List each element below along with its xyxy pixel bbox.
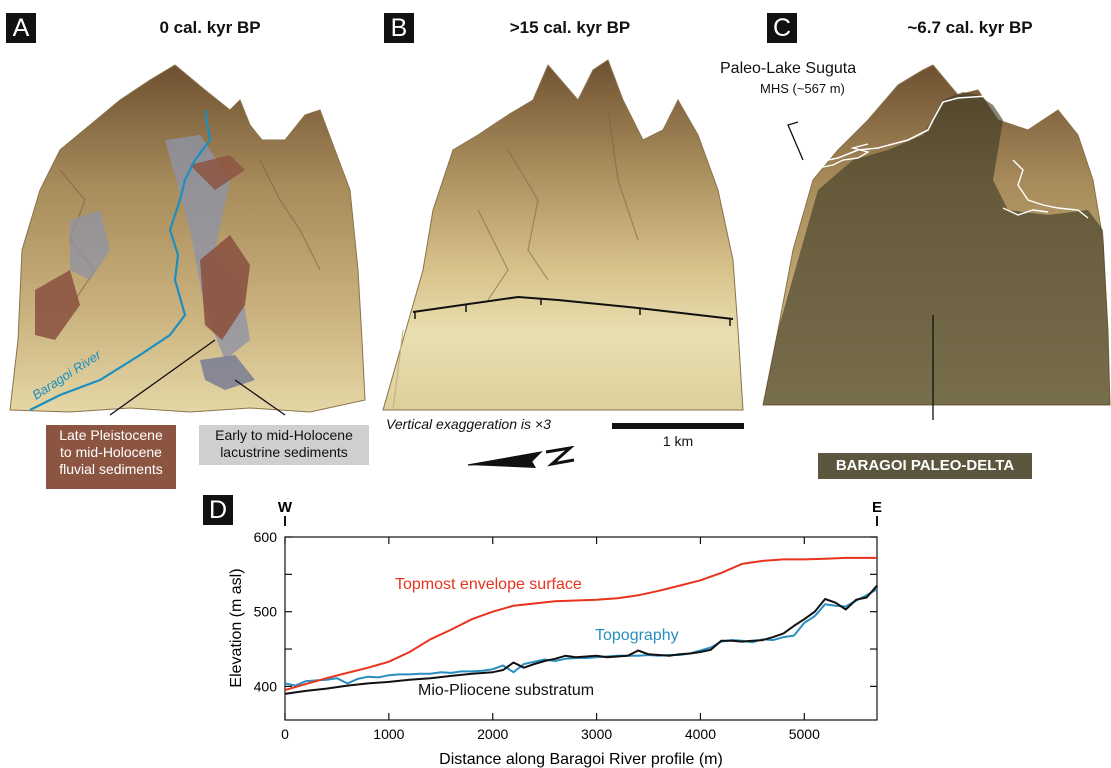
scale-bar	[612, 423, 744, 429]
y-tick-label: 600	[254, 529, 278, 545]
lacustrine-label-line-2: lacustrine sediments	[220, 444, 348, 460]
paleo-lake-overlay	[763, 92, 1110, 405]
fault-line	[412, 295, 734, 320]
baragoi-river-line	[29, 109, 212, 411]
north-arrow-icon	[467, 446, 575, 468]
lacustrine-sediments-legend: Early to mid-Holocene lacustrine sedimen…	[199, 425, 369, 465]
vertical-exaggeration-note: Vertical exaggeration is ×3	[386, 416, 551, 432]
paleo-lake-name: Paleo-Lake Suguta	[720, 60, 857, 78]
fluvial-label-line-1: Late Pleistocene	[59, 427, 163, 443]
x-tick-label: 1000	[373, 726, 404, 742]
x-axis-label: Distance along Baragoi River profile (m)	[439, 751, 723, 768]
topography-line	[284, 588, 878, 687]
axis-ticks: 0 1000 2000 3000 4000 5000 400 500 600	[254, 529, 877, 742]
x-tick-label: 4000	[685, 726, 716, 742]
x-tick-label: 5000	[789, 726, 820, 742]
east-label: E	[872, 499, 882, 516]
fluvial-label-line-2: to mid-Holocene	[60, 444, 162, 460]
plot-frame	[284, 536, 878, 721]
series-label-envelope: Topmost envelope surface	[395, 576, 582, 593]
panel-a-title: 0 cal. kyr BP	[159, 18, 261, 37]
scale-bar-label: 1 km	[662, 433, 694, 449]
panel-a-terrain-map: Baragoi River	[9, 64, 366, 416]
panel-b-terrain-map	[382, 59, 744, 411]
series-label-topography: Topography	[595, 627, 679, 644]
fluvial-label-line-3: fluvial sediments	[59, 461, 163, 477]
y-tick-label: 500	[254, 604, 278, 620]
y-tick-label: 400	[254, 678, 278, 694]
series-lines	[284, 556, 878, 695]
paleo-delta-label: BARAGOI PALEO-DELTA	[818, 453, 1032, 479]
panel-c-title: ~6.7 cal. kyr BP	[907, 18, 1033, 37]
panel-d-letter: D	[203, 495, 233, 525]
x-tick-label: 0	[281, 726, 289, 742]
panel-b-letter: B	[384, 13, 414, 43]
envelope-surface-line	[284, 556, 877, 692]
substratum-line	[284, 584, 878, 695]
series-label-substratum: Mio-Pliocene substratum	[418, 682, 594, 699]
west-label: W	[278, 499, 293, 516]
x-tick-label: 2000	[477, 726, 508, 742]
panel-b-title: >15 cal. kyr BP	[509, 18, 631, 37]
y-axis-label: Elevation (m asl)	[228, 568, 245, 687]
paleo-lake-level: MHS (~567 m)	[760, 81, 845, 96]
panel-c-terrain-map	[762, 64, 1111, 420]
fluvial-sediments-legend: Late Pleistocene to mid-Holocene fluvial…	[46, 425, 176, 489]
panel-a-letter: A	[6, 13, 36, 43]
lacustrine-label-line-1: Early to mid-Holocene	[215, 427, 353, 443]
panel-c-letter: C	[767, 13, 797, 43]
x-tick-label: 3000	[581, 726, 612, 742]
fluvial-patches	[200, 235, 250, 340]
